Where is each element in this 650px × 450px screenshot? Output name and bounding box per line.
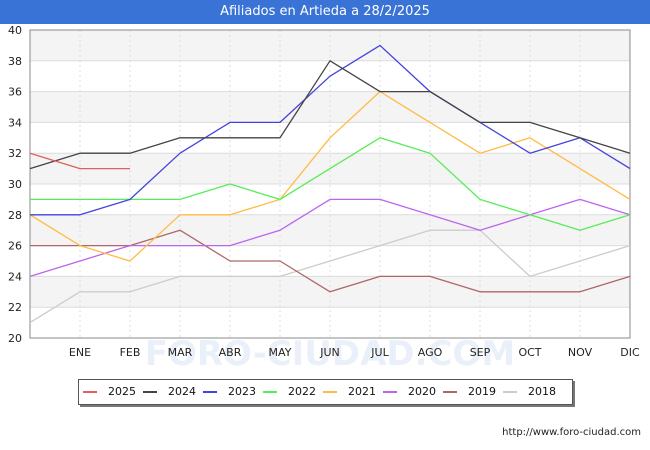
- legend-item-2023: 2023: [203, 380, 256, 404]
- legend: 2025 2024 2023 2022 2021 2020 2019 2018: [78, 379, 573, 405]
- x-tick-label: ABR: [219, 346, 242, 359]
- legend-item-2019: 2019: [443, 380, 496, 404]
- legend-label: 2025: [108, 385, 136, 398]
- svg-text:FORO-CIUDAD.COM: FORO-CIUDAD.COM: [145, 334, 516, 374]
- y-tick-label: 28: [8, 209, 22, 222]
- legend-label: 2024: [168, 385, 196, 398]
- legend-swatch: [263, 391, 277, 393]
- series-line-2023: [30, 44, 631, 216]
- legend-label: 2023: [228, 385, 256, 398]
- legend-item-2020: 2020: [383, 380, 436, 404]
- x-tick-label: OCT: [518, 346, 541, 359]
- y-axis-ticks: 20 22 24 26 28 30 32 34 36 38 40: [8, 24, 22, 345]
- x-tick-label: MAR: [168, 346, 193, 359]
- legend-swatch: [443, 391, 457, 393]
- source-url: http://www.foro-ciudad.com: [502, 427, 641, 438]
- y-tick-label: 30: [8, 178, 22, 191]
- x-tick-label: NOV: [568, 346, 593, 359]
- y-tick-label: 20: [8, 332, 22, 345]
- legend-label: 2021: [348, 385, 376, 398]
- x-tick-label: SEP: [470, 346, 491, 359]
- y-tick-label: 22: [8, 301, 22, 314]
- y-tick-label: 26: [8, 240, 22, 253]
- y-tick-label: 40: [8, 24, 22, 37]
- legend-item-2024: 2024: [143, 380, 196, 404]
- plot-border: [29, 29, 631, 339]
- legend-label: 2019: [468, 385, 496, 398]
- series-line-2021: [29, 90, 631, 262]
- legend-item-2021: 2021: [323, 380, 376, 404]
- series-line-2025: [29, 152, 130, 170]
- x-tick-label: MAY: [269, 346, 292, 359]
- legend-label: 2018: [528, 385, 556, 398]
- legend-swatch: [143, 391, 157, 393]
- plot-frame: [29, 29, 631, 339]
- legend-swatch: [383, 391, 397, 393]
- series-line-2018: [29, 229, 631, 324]
- y-tick-label: 32: [8, 147, 22, 160]
- y-tick-label: 36: [8, 86, 22, 99]
- y-tick-label: 34: [8, 116, 22, 129]
- x-tick-label: JUN: [319, 346, 340, 359]
- legend-item-2025: 2025: [83, 380, 136, 404]
- x-tick-label: FEB: [120, 346, 141, 359]
- series-line-2024: [29, 60, 631, 170]
- legend-label: 2020: [408, 385, 436, 398]
- x-axis-ticks: ENE FEB MAR ABR MAY JUN JUL AGO SEP OCT NOV DIC: [69, 346, 640, 359]
- legend-swatch: [203, 391, 217, 393]
- legend-swatch: [323, 391, 337, 393]
- y-tick-label: 24: [8, 270, 22, 283]
- series-lines: [29, 44, 631, 324]
- watermark: FORO-CIUDAD.COM: [145, 334, 516, 374]
- x-tick-label: ENE: [69, 346, 91, 359]
- chart-title: Afiliados en Artieda a 28/2/2025: [0, 0, 650, 24]
- y-tick-label: 38: [8, 55, 22, 68]
- legend-item-2018: 2018: [503, 380, 556, 404]
- x-tick-label: DIC: [620, 346, 640, 359]
- legend-label: 2022: [288, 385, 316, 398]
- legend-swatch: [83, 391, 97, 393]
- x-tick-label: JUL: [370, 346, 389, 359]
- legend-swatch: [503, 391, 517, 393]
- legend-item-2022: 2022: [263, 380, 316, 404]
- x-tick-label: AGO: [418, 346, 443, 359]
